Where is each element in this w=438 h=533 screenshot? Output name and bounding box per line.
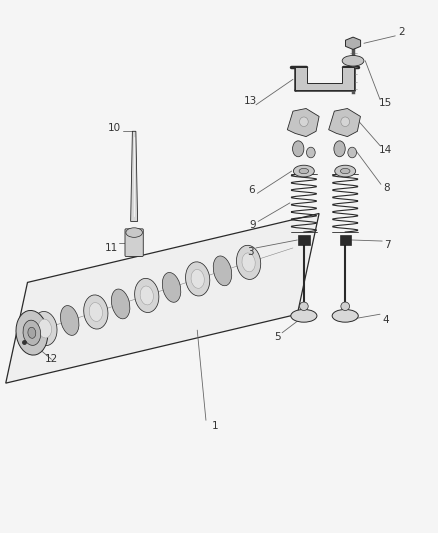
Ellipse shape <box>342 55 364 66</box>
Ellipse shape <box>89 303 102 321</box>
Text: 6: 6 <box>248 185 254 195</box>
Ellipse shape <box>16 310 48 355</box>
Ellipse shape <box>340 168 350 174</box>
Ellipse shape <box>293 141 304 157</box>
Polygon shape <box>346 37 360 50</box>
Ellipse shape <box>300 302 308 311</box>
Ellipse shape <box>140 286 153 305</box>
Ellipse shape <box>186 262 210 296</box>
Text: 12: 12 <box>45 354 58 364</box>
Ellipse shape <box>28 327 36 338</box>
Ellipse shape <box>213 256 232 286</box>
Ellipse shape <box>242 253 255 272</box>
Ellipse shape <box>237 245 261 279</box>
Text: 4: 4 <box>382 314 389 325</box>
Ellipse shape <box>162 272 181 302</box>
Ellipse shape <box>126 228 142 237</box>
Ellipse shape <box>299 168 309 174</box>
Text: 9: 9 <box>249 220 256 230</box>
Polygon shape <box>131 131 138 221</box>
Ellipse shape <box>341 117 350 126</box>
Text: 10: 10 <box>108 123 121 133</box>
Text: 2: 2 <box>399 27 405 37</box>
Ellipse shape <box>307 147 315 158</box>
Ellipse shape <box>33 311 57 345</box>
Ellipse shape <box>341 302 350 311</box>
Bar <box>298 235 310 245</box>
Text: 13: 13 <box>244 96 257 106</box>
Ellipse shape <box>293 165 314 177</box>
Text: 1: 1 <box>212 421 218 431</box>
Ellipse shape <box>84 295 108 329</box>
Text: 8: 8 <box>383 183 390 193</box>
Text: 7: 7 <box>385 240 391 251</box>
Polygon shape <box>328 109 360 136</box>
Ellipse shape <box>335 165 356 177</box>
Polygon shape <box>287 109 319 136</box>
Text: 5: 5 <box>275 332 281 342</box>
Ellipse shape <box>60 305 79 335</box>
Ellipse shape <box>332 310 358 322</box>
Ellipse shape <box>300 117 308 126</box>
Ellipse shape <box>23 320 41 345</box>
Polygon shape <box>295 67 354 90</box>
FancyBboxPatch shape <box>125 229 143 256</box>
Ellipse shape <box>291 310 317 322</box>
Ellipse shape <box>348 147 357 158</box>
Text: 3: 3 <box>247 247 254 257</box>
Bar <box>339 235 351 245</box>
Text: 15: 15 <box>378 98 392 108</box>
Text: 11: 11 <box>104 243 118 253</box>
Polygon shape <box>6 214 319 383</box>
Ellipse shape <box>334 141 345 157</box>
Text: 14: 14 <box>378 145 392 155</box>
Ellipse shape <box>134 278 159 312</box>
Ellipse shape <box>111 289 130 319</box>
Ellipse shape <box>38 319 52 338</box>
Ellipse shape <box>191 270 204 288</box>
